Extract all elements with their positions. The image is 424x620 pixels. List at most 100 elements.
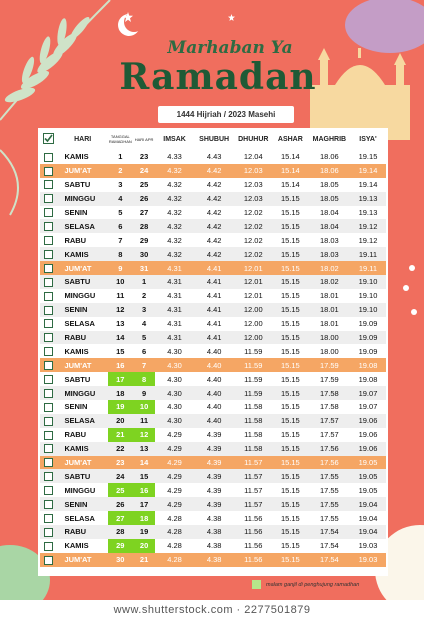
checkbox[interactable]	[44, 472, 54, 482]
checkbox[interactable]	[44, 374, 54, 384]
cell-r: 20	[107, 413, 133, 428]
cell-m: 15	[132, 469, 156, 484]
cell-day: SENIN	[57, 205, 108, 220]
cell-dhuhur: 12.03	[234, 191, 272, 206]
checkbox[interactable]	[44, 416, 54, 426]
checkbox[interactable]	[44, 180, 54, 190]
cell-r: 7	[107, 233, 133, 248]
cell-imsak: 4.30	[155, 386, 194, 401]
checkbox[interactable]	[44, 499, 54, 509]
cell-maghrib: 18.05	[308, 191, 350, 206]
cell-dhuhur: 12.00	[234, 316, 272, 331]
checkbox[interactable]	[44, 513, 54, 523]
checkbox[interactable]	[44, 152, 54, 162]
cell-m: 4	[132, 316, 156, 331]
table-row: SENIN 19 10 4.30 4.40 11.58 15.15 17.58 19.07	[40, 400, 386, 414]
cell-ashar: 15.15	[271, 413, 309, 428]
table-row: RABU 14 5 4.31 4.41 12.00 15.15 18.00 19.09	[40, 330, 386, 345]
cell-dhuhur: 12.00	[234, 330, 272, 345]
cell-imsak: 4.32	[155, 219, 194, 234]
checkbox[interactable]	[44, 249, 54, 259]
cell-isya: 19.03	[349, 552, 386, 567]
cell-dhuhur: 11.58	[234, 441, 272, 456]
cell-maghrib: 18.06	[308, 163, 350, 178]
legend-text: malam ganjil di penghujung ramadhan	[266, 581, 360, 588]
header-tanggal-ramadhan: TANGGAL RAMADHAN	[108, 134, 132, 144]
cell-maghrib: 18.01	[308, 316, 350, 331]
cell-ashar: 15.15	[271, 511, 309, 526]
checkbox[interactable]	[44, 263, 54, 273]
cell-r: 29	[107, 538, 133, 553]
cell-m: 7	[132, 358, 156, 373]
cell-ashar: 15.15	[271, 441, 309, 456]
cell-m: 18	[132, 511, 156, 526]
cell-dhuhur: 11.57	[234, 483, 272, 498]
cell-m: 5	[132, 330, 156, 345]
header-ashar: ASHAR	[277, 135, 303, 143]
row-checkbox-cell	[40, 469, 58, 484]
checkbox[interactable]	[44, 305, 54, 315]
checkbox[interactable]	[44, 430, 54, 440]
cell-ashar: 15.15	[271, 302, 309, 317]
cell-maghrib: 18.00	[308, 330, 350, 345]
cell-isya: 19.04	[349, 525, 386, 539]
checkbox[interactable]	[44, 194, 54, 204]
checkbox[interactable]	[44, 291, 54, 301]
cell-r: 13	[107, 316, 133, 331]
cell-day: JUM'AT	[57, 455, 108, 470]
checkbox[interactable]	[44, 222, 54, 232]
checkbox[interactable]	[44, 486, 54, 496]
checkbox[interactable]	[44, 208, 54, 218]
checkbox[interactable]	[44, 277, 54, 287]
cell-isya: 19.13	[349, 205, 386, 220]
checkbox[interactable]	[44, 333, 54, 343]
cell-imsak: 4.30	[155, 344, 194, 359]
cell-maghrib: 18.05	[308, 177, 350, 192]
cell-shubuh: 4.38	[193, 511, 235, 526]
cell-shubuh: 4.41	[193, 302, 235, 317]
table-row: KAMIS 22 13 4.29 4.39 11.58 15.15 17.56 19.06	[40, 441, 386, 456]
checkbox[interactable]	[44, 166, 54, 176]
cell-imsak: 4.32	[155, 233, 194, 248]
dots-decoration	[403, 265, 417, 315]
cell-ashar: 15.15	[271, 358, 309, 373]
checkbox[interactable]	[44, 458, 54, 468]
cell-shubuh: 4.39	[193, 427, 235, 442]
cell-m: 14	[132, 455, 156, 470]
cell-day: JUM'AT	[57, 552, 108, 567]
cell-shubuh: 4.39	[193, 469, 235, 484]
row-checkbox-cell	[40, 441, 58, 456]
cell-r: 26	[107, 497, 133, 512]
cell-shubuh: 4.40	[193, 400, 235, 414]
checkbox[interactable]	[44, 402, 54, 412]
checkbox[interactable]	[44, 541, 54, 551]
cell-shubuh: 4.42	[193, 163, 235, 178]
cell-maghrib: 17.58	[308, 400, 350, 414]
cell-r: 24	[107, 469, 133, 484]
checkbox[interactable]	[44, 388, 54, 398]
table-row: RABU 21 12 4.29 4.39 11.58 15.15 17.57 19.06	[40, 427, 386, 442]
cell-day: MINGGU	[57, 288, 108, 303]
cell-m: 28	[132, 219, 156, 234]
cell-imsak: 4.30	[155, 372, 194, 387]
table-row: KAMIS 8 30 4.32 4.42 12.02 15.15 18.03 19.11	[40, 247, 386, 262]
cell-isya: 19.15	[349, 150, 386, 164]
checkbox[interactable]	[44, 361, 54, 371]
cell-dhuhur: 11.56	[234, 511, 272, 526]
checkbox[interactable]	[44, 555, 54, 565]
cell-isya: 19.05	[349, 483, 386, 498]
cell-imsak: 4.29	[155, 455, 194, 470]
table-row: SABTU 10 1 4.31 4.41 12.01 15.15 18.02 19.10	[40, 275, 386, 289]
checkbox[interactable]	[44, 444, 54, 454]
cell-r: 8	[107, 247, 133, 262]
checkbox[interactable]	[44, 236, 54, 246]
crescent-moon-icon	[118, 12, 142, 36]
cell-ashar: 15.15	[271, 275, 309, 289]
cell-day: KAMIS	[57, 441, 108, 456]
checkbox[interactable]	[44, 319, 54, 329]
cell-imsak: 4.32	[155, 177, 194, 192]
checkbox[interactable]	[44, 347, 54, 357]
cell-maghrib: 17.59	[308, 372, 350, 387]
star-icon	[123, 12, 133, 22]
checkbox[interactable]	[44, 527, 54, 537]
